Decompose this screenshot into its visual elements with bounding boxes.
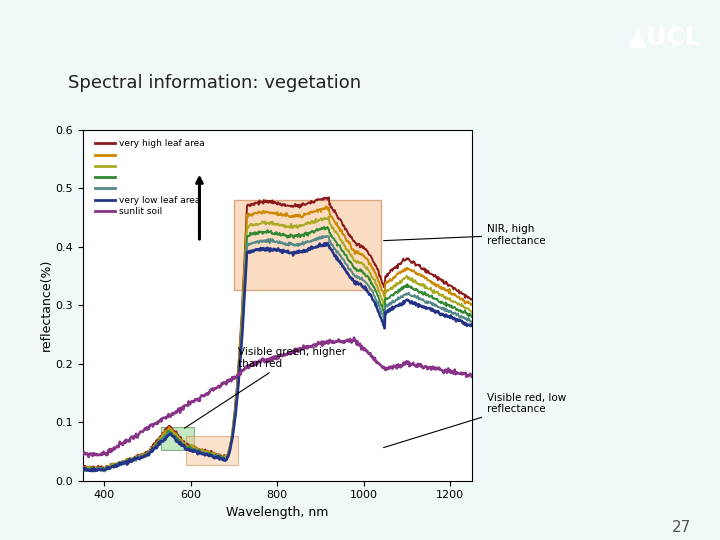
Y-axis label: reflectance(%): reflectance(%) — [40, 259, 53, 352]
Legend: very high leaf area, , , , , very low leaf area, sunlit soil: very high leaf area, , , , , very low le… — [91, 136, 209, 220]
Bar — [186, 436, 238, 465]
Text: 27: 27 — [672, 519, 691, 535]
X-axis label: Wavelength, nm: Wavelength, nm — [226, 506, 328, 519]
Text: Spectral information: vegetation: Spectral information: vegetation — [68, 74, 361, 92]
Bar — [234, 200, 381, 291]
Text: ▲UCL: ▲UCL — [629, 25, 702, 50]
Bar — [161, 427, 194, 450]
Text: NIR, high
reflectance: NIR, high reflectance — [384, 224, 546, 246]
Text: Visible red, low
reflectance: Visible red, low reflectance — [384, 393, 567, 448]
Text: Visible green, higher
than red: Visible green, higher than red — [184, 347, 346, 428]
